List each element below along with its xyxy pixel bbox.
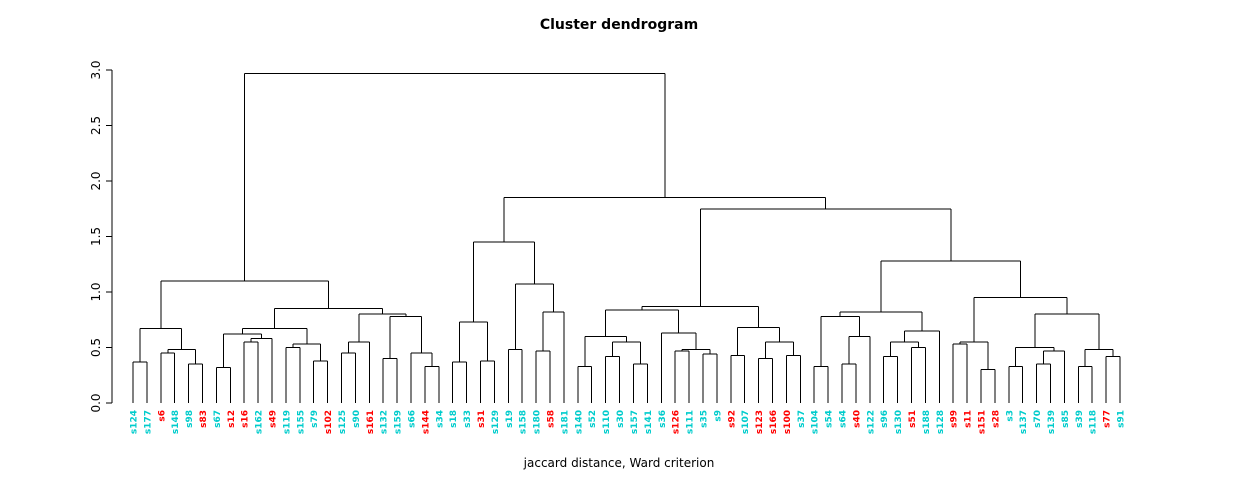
svg-text:s128: s128 (936, 410, 946, 434)
svg-text:s37: s37 (797, 410, 807, 428)
svg-text:s144: s144 (421, 410, 431, 434)
svg-text:s129: s129 (491, 410, 501, 434)
svg-text:s58: s58 (547, 410, 557, 428)
svg-text:s166: s166 (769, 410, 779, 434)
svg-text:s181: s181 (560, 410, 570, 434)
svg-text:s140: s140 (574, 410, 584, 434)
svg-text:s9: s9 (713, 410, 723, 422)
svg-text:s83: s83 (199, 410, 209, 428)
svg-text:s6: s6 (157, 410, 167, 422)
svg-text:s188: s188 (922, 410, 932, 434)
svg-text:s155: s155 (296, 410, 306, 434)
svg-text:s67: s67 (213, 410, 223, 428)
svg-text:s54: s54 (825, 410, 835, 428)
svg-text:s162: s162 (255, 410, 265, 434)
svg-text:1.0: 1.0 (89, 282, 103, 301)
svg-text:s158: s158 (519, 410, 529, 434)
svg-text:s126: s126 (672, 410, 682, 434)
svg-text:s91: s91 (1117, 410, 1127, 428)
svg-text:s49: s49 (269, 410, 279, 428)
svg-text:3.0: 3.0 (89, 60, 103, 79)
svg-text:s96: s96 (880, 410, 890, 428)
svg-text:s107: s107 (741, 410, 751, 434)
svg-text:s157: s157 (630, 410, 640, 434)
svg-text:s141: s141 (644, 410, 654, 434)
svg-text:s64: s64 (838, 410, 848, 428)
svg-text:s85: s85 (1061, 410, 1071, 428)
svg-text:2.5: 2.5 (89, 116, 103, 135)
svg-text:s151: s151 (977, 410, 987, 434)
svg-text:s70: s70 (1033, 410, 1043, 428)
svg-text:s124: s124 (130, 410, 140, 434)
svg-text:s137: s137 (1019, 410, 1029, 434)
svg-text:s100: s100 (783, 410, 793, 434)
svg-text:s3: s3 (1005, 410, 1015, 422)
svg-text:s180: s180 (533, 410, 543, 434)
svg-text:s34: s34 (435, 410, 445, 428)
svg-text:s31: s31 (477, 410, 487, 428)
svg-text:s118: s118 (1089, 410, 1099, 434)
svg-text:s30: s30 (616, 410, 626, 428)
svg-text:s159: s159 (394, 410, 404, 434)
svg-text:s148: s148 (171, 410, 181, 434)
svg-text:s110: s110 (602, 410, 612, 434)
svg-text:s12: s12 (227, 410, 237, 428)
svg-text:s130: s130 (894, 410, 904, 434)
svg-text:s66: s66 (408, 410, 418, 428)
svg-text:s16: s16 (241, 410, 251, 428)
svg-text:0.5: 0.5 (89, 338, 103, 357)
svg-text:1.5: 1.5 (89, 227, 103, 246)
svg-text:s18: s18 (449, 410, 459, 428)
svg-text:s52: s52 (588, 410, 598, 428)
svg-text:s19: s19 (505, 410, 515, 428)
chart-title: Cluster dendrogram (539, 17, 699, 33)
svg-text:s161: s161 (366, 410, 376, 434)
svg-text:s132: s132 (380, 410, 390, 434)
svg-text:s111: s111 (686, 410, 696, 434)
svg-text:s51: s51 (908, 410, 918, 428)
svg-text:s40: s40 (852, 410, 862, 428)
svg-text:s177: s177 (143, 410, 153, 434)
svg-text:s119: s119 (282, 410, 292, 434)
svg-text:s122: s122 (866, 410, 876, 434)
svg-text:2.0: 2.0 (89, 171, 103, 190)
svg-text:s33: s33 (463, 410, 473, 428)
svg-text:s79: s79 (310, 410, 320, 428)
svg-text:s28: s28 (991, 410, 1001, 428)
svg-text:s92: s92 (727, 410, 737, 428)
svg-text:s104: s104 (811, 410, 821, 434)
svg-text:s35: s35 (699, 410, 709, 428)
svg-text:s139: s139 (1047, 410, 1057, 434)
svg-text:s125: s125 (338, 410, 348, 434)
svg-text:s123: s123 (755, 410, 765, 434)
svg-text:s36: s36 (658, 410, 668, 428)
svg-text:s11: s11 (964, 410, 974, 428)
svg-text:s39: s39 (1075, 410, 1085, 428)
svg-text:s77: s77 (1103, 410, 1113, 428)
svg-text:s102: s102 (324, 410, 334, 434)
svg-text:s99: s99 (950, 410, 960, 428)
svg-text:s98: s98 (185, 410, 195, 428)
svg-text:s90: s90 (352, 410, 362, 428)
svg-text:0.0: 0.0 (89, 393, 103, 412)
x-axis-label: jaccard distance, Ward criterion (523, 456, 715, 470)
